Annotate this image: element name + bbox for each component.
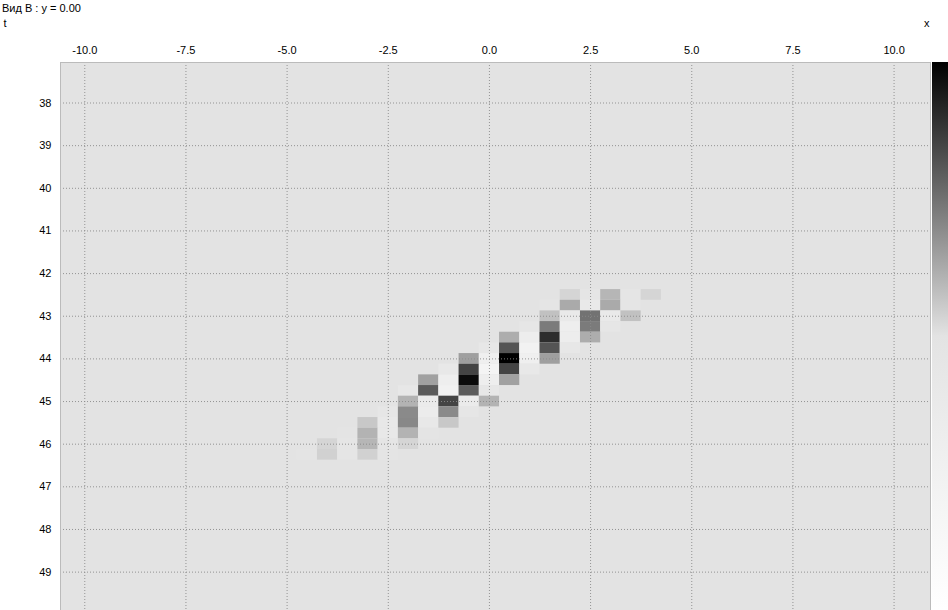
svg-text:49: 49 (39, 566, 51, 578)
svg-text:-7.5: -7.5 (176, 44, 195, 56)
svg-text:2.5: 2.5 (583, 44, 598, 56)
svg-text:45: 45 (39, 395, 51, 407)
svg-text:46: 46 (39, 438, 51, 450)
svg-text:5.0: 5.0 (684, 44, 699, 56)
svg-text:-5.0: -5.0 (278, 44, 297, 56)
svg-text:47: 47 (39, 480, 51, 492)
svg-text:x: x (924, 17, 930, 29)
svg-text:-2.5: -2.5 (379, 44, 398, 56)
svg-text:40: 40 (39, 182, 51, 194)
svg-text:10.0: 10.0 (883, 44, 904, 56)
svg-text:7.5: 7.5 (785, 44, 800, 56)
svg-text:39: 39 (39, 139, 51, 151)
svg-text:0.0: 0.0 (482, 44, 497, 56)
svg-text:44: 44 (39, 352, 51, 364)
svg-text:t: t (4, 17, 7, 29)
svg-text:43: 43 (39, 310, 51, 322)
svg-text:38: 38 (39, 97, 51, 109)
svg-text:41: 41 (39, 224, 51, 236)
svg-text:48: 48 (39, 523, 51, 535)
svg-text:42: 42 (39, 267, 51, 279)
html-text:Вид В : y = 0.00: Вид В : y = 0.00 (2, 2, 81, 14)
svg-text:-10.0: -10.0 (72, 44, 97, 56)
